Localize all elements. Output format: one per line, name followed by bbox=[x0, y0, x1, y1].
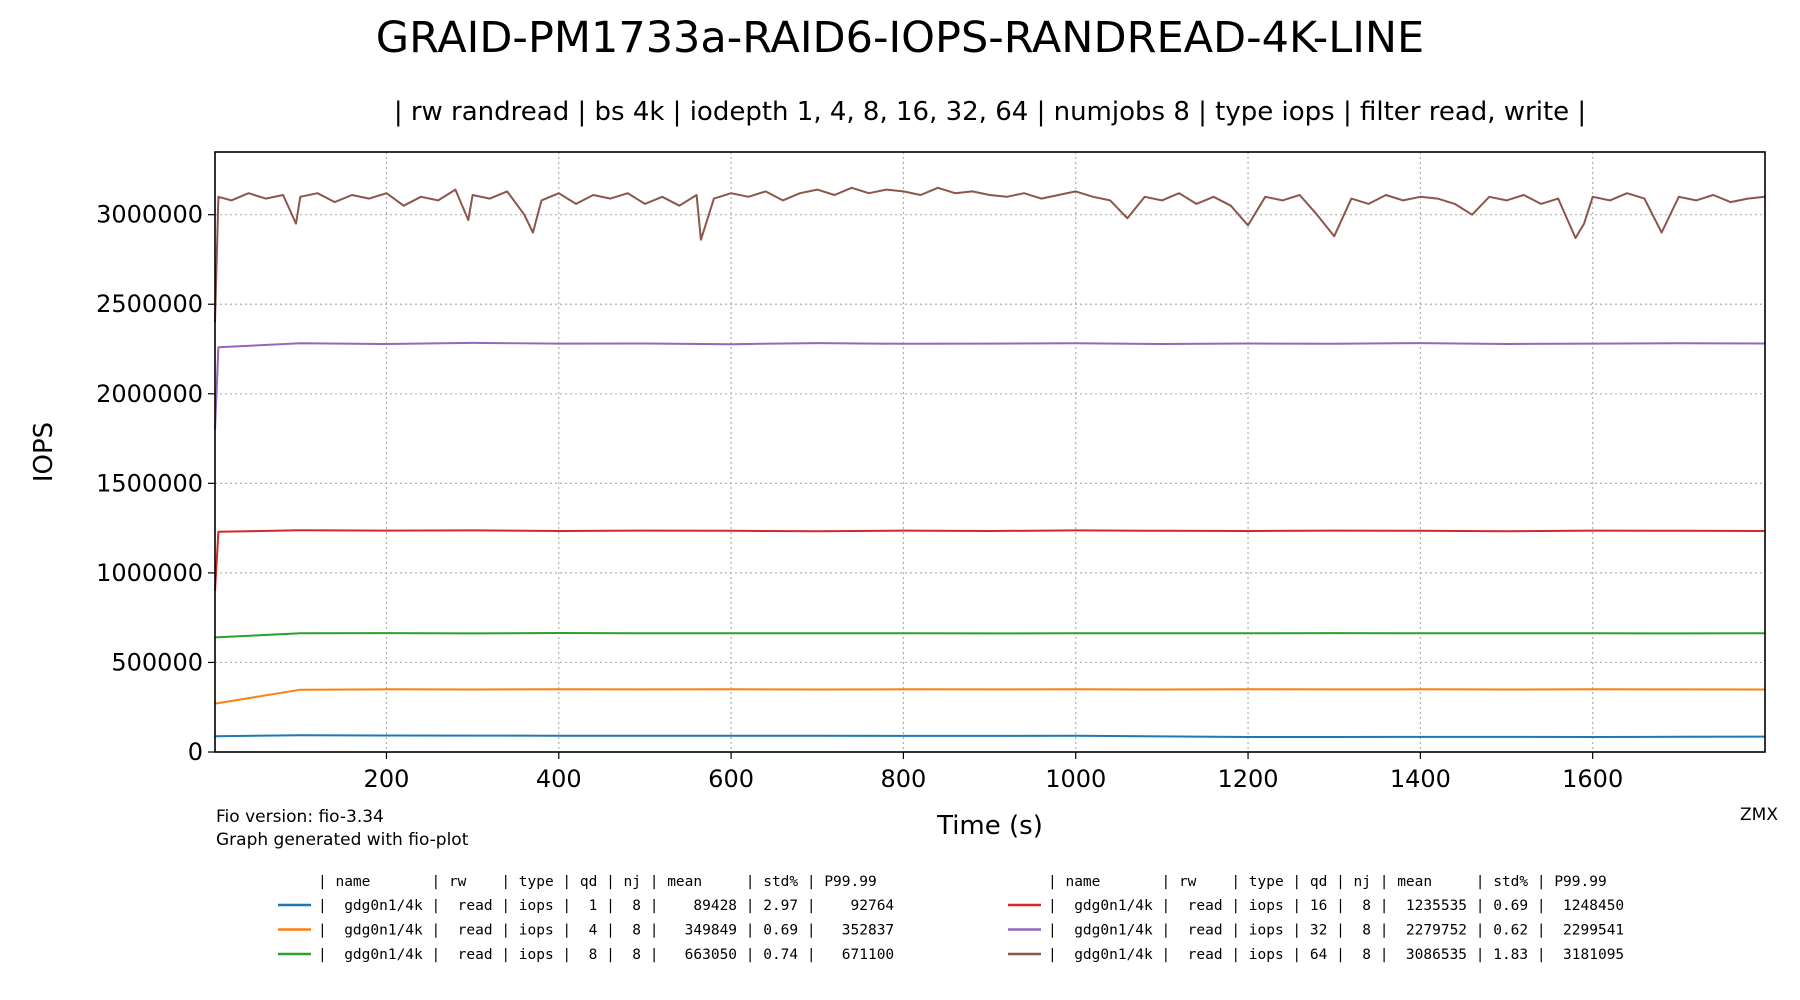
x-tick-label: 1000 bbox=[1045, 765, 1106, 793]
chart-subtitle: | rw randread | bs 4k | iodepth 1, 4, 8,… bbox=[394, 97, 1586, 127]
y-axis-label: IOPS bbox=[29, 422, 59, 482]
y-tick-label: 1500000 bbox=[96, 469, 203, 497]
legend-entry-3: | gdg0n1/4k | read | iops | 8 | 8 | 6630… bbox=[318, 947, 894, 963]
series-line-4 bbox=[214, 529, 1766, 591]
legend-entry-1: | gdg0n1/4k | read | iops | 1 | 8 | 8942… bbox=[318, 898, 894, 914]
x-tick-label: 800 bbox=[881, 765, 927, 793]
chart-title: GRAID-PM1733a-RAID6-IOPS-RANDREAD-4K-LIN… bbox=[376, 13, 1424, 63]
x-tick-label: 1200 bbox=[1218, 765, 1279, 793]
legend-header: | name | rw | type | qd | nj | mean | st… bbox=[1048, 874, 1607, 890]
legend-entry-2: | gdg0n1/4k | read | iops | 4 | 8 | 3498… bbox=[318, 923, 894, 939]
x-tick-label: 200 bbox=[364, 765, 410, 793]
generator-note: Graph generated with fio-plot bbox=[216, 830, 469, 850]
grid bbox=[215, 152, 1765, 752]
plot-series bbox=[214, 186, 1766, 738]
x-tick-label: 1400 bbox=[1390, 765, 1451, 793]
y-tick-label: 0 bbox=[188, 738, 203, 766]
legend-entry-6: | gdg0n1/4k | read | iops | 64 | 8 | 308… bbox=[1048, 947, 1624, 963]
fio-version-note: Fio version: fio-3.34 bbox=[216, 807, 384, 827]
y-tick-label: 2500000 bbox=[96, 290, 203, 318]
x-tick-label: 1600 bbox=[1562, 765, 1623, 793]
x-axis-label: Time (s) bbox=[936, 811, 1043, 841]
y-tick-label: 1000000 bbox=[96, 559, 203, 587]
x-axis: 200 400 600 800 1000 1200 1400 1600 bbox=[364, 752, 1623, 793]
y-tick-label: 500000 bbox=[111, 648, 203, 676]
y-tick-label: 3000000 bbox=[96, 201, 203, 229]
legend-entry-4: | gdg0n1/4k | read | iops | 16 | 8 | 123… bbox=[1048, 898, 1624, 914]
legend: | name | rw | type | qd | nj | mean | st… bbox=[278, 874, 1624, 963]
series-line-1 bbox=[214, 734, 1766, 738]
series-line-2 bbox=[214, 688, 1766, 705]
y-tick-label: 2000000 bbox=[96, 380, 203, 408]
legend-entry-5: | gdg0n1/4k | read | iops | 32 | 8 | 227… bbox=[1048, 923, 1624, 939]
series-line-3 bbox=[214, 632, 1766, 639]
legend-header: | name | rw | type | qd | nj | mean | st… bbox=[318, 874, 877, 890]
x-tick-label: 400 bbox=[536, 765, 582, 793]
y-axis: 0 500000 1000000 1500000 2000000 2500000 30000… bbox=[96, 201, 215, 766]
x-tick-label: 600 bbox=[708, 765, 754, 793]
series-line-5 bbox=[214, 341, 1766, 430]
plot-frame bbox=[214, 151, 1766, 753]
series-line-6 bbox=[214, 186, 1766, 323]
corner-label: ZMX bbox=[1740, 805, 1778, 825]
